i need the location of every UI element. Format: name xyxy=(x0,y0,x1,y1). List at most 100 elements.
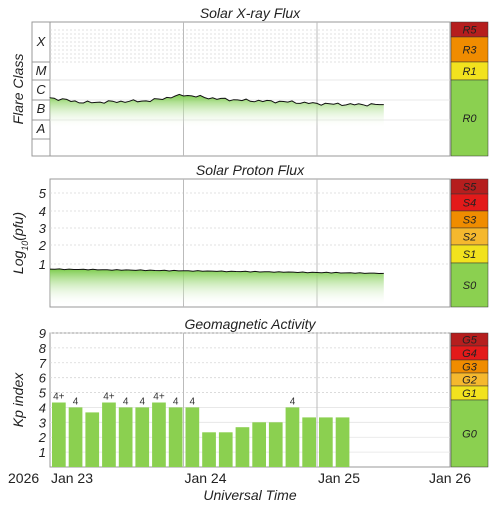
kp-bar xyxy=(68,407,83,467)
kp-bar-label: 4 xyxy=(123,396,129,407)
scale-label: R3 xyxy=(462,45,477,57)
kp-tick-label: 2 xyxy=(38,430,47,445)
kp-bar xyxy=(102,402,116,467)
kp-bar xyxy=(52,402,66,467)
kp-bar xyxy=(135,407,150,467)
x-tick-label: Jan 24 xyxy=(184,470,226,486)
kp-tick-label: 3 xyxy=(39,415,47,430)
xray-flux-line xyxy=(49,93,384,107)
kp-bar-label: 4 xyxy=(173,396,179,407)
kp-tick-label: 8 xyxy=(39,341,47,356)
kp-bar xyxy=(268,422,283,467)
xray-plot-frame xyxy=(49,21,451,157)
kp-bar xyxy=(85,412,100,467)
xray-flux-fill xyxy=(50,94,384,128)
scale-label: S0 xyxy=(463,280,477,292)
kp-bar xyxy=(235,427,250,467)
x-tick-label: Jan 23 xyxy=(51,470,93,486)
x-axis-year: 2026 xyxy=(8,470,39,486)
scale-level-s0 xyxy=(450,262,489,308)
proton-title: Solar Proton Flux xyxy=(196,162,305,178)
kp-ylabel: Kp index xyxy=(10,372,26,427)
proton-tick-label: 3 xyxy=(39,221,47,236)
kp-tick-label: 5 xyxy=(39,386,47,401)
kp-bars xyxy=(52,402,350,467)
scale-label: S3 xyxy=(463,215,477,227)
kp-bar xyxy=(319,417,333,467)
scale-label: S2 xyxy=(463,232,476,244)
flare-class-label: C xyxy=(36,82,46,97)
scale-label: G2 xyxy=(462,375,477,387)
flare-class-label: A xyxy=(36,121,46,136)
kp-tick-label: 1 xyxy=(39,445,46,460)
x-axis-label: Universal Time xyxy=(203,487,296,503)
x-tick-label: Jan 25 xyxy=(318,470,360,486)
kp-tick-label: 7 xyxy=(39,356,47,371)
proton-flux-area xyxy=(49,268,384,306)
proton-radiation-scale: S5 S4 S3 S2 S1 S0 xyxy=(450,178,489,308)
scale-label: S1 xyxy=(463,249,476,261)
kp-bar xyxy=(152,402,166,467)
x-axis-ticks: Jan 23 Jan 24 Jan 25 Jan 26 xyxy=(51,470,471,486)
kp-bar-label: 4 xyxy=(140,396,146,407)
kp-bar xyxy=(285,407,300,467)
kp-bar xyxy=(218,432,233,467)
scale-level-r0 xyxy=(450,79,489,157)
scale-label: S4 xyxy=(463,198,476,210)
kp-plot-frame xyxy=(49,332,451,468)
kp-bar-label: 4+ xyxy=(103,392,115,403)
scale-label: G3 xyxy=(462,362,478,374)
kp-bar xyxy=(335,417,350,467)
x-tick-label: Jan 26 xyxy=(429,470,471,486)
xray-radio-blackout-scale: R5 R3 R1 R0 xyxy=(450,21,489,157)
kp-tick-label: 9 xyxy=(39,326,46,341)
scale-label: R1 xyxy=(462,66,476,78)
kp-bar xyxy=(185,407,200,467)
proton-tick-labels: 5 4 3 2 1 xyxy=(38,186,47,272)
scale-label: R5 xyxy=(462,25,477,37)
kp-title: Geomagnetic Activity xyxy=(185,316,317,332)
proton-flux-line xyxy=(49,268,384,275)
proton-ylabel: Log10(pfu) xyxy=(10,212,30,274)
xray-title: Solar X-ray Flux xyxy=(200,5,301,21)
scale-label: R0 xyxy=(462,113,477,125)
flare-class-label: X xyxy=(36,34,47,49)
kp-bar xyxy=(302,417,316,467)
proton-tick-label: 1 xyxy=(39,257,46,272)
proton-panel: 5 4 3 2 1 S5 S4 S3 S2 S1 S0 xyxy=(38,178,489,308)
xray-gridlines xyxy=(50,22,450,156)
kp-bar-labels: 4+ 4 4+ 4 4 4+ 4 4 4 xyxy=(53,392,296,408)
scale-label: G5 xyxy=(462,335,478,347)
scale-level-g0 xyxy=(450,399,489,468)
xray-flux-area xyxy=(49,93,384,128)
kp-bar xyxy=(202,432,216,467)
proton-flux-fill xyxy=(50,268,384,306)
kp-tick-label: 6 xyxy=(39,371,47,386)
xray-ylabel: Flare Class xyxy=(10,54,26,125)
kp-gridlines xyxy=(50,332,450,467)
scale-label: G4 xyxy=(462,348,477,360)
kp-bar-label: 4+ xyxy=(153,392,165,403)
kp-bar xyxy=(168,407,183,467)
kp-bar xyxy=(118,407,133,467)
kp-bar-label: 4 xyxy=(290,396,296,407)
kp-bar-label: 4 xyxy=(190,396,196,407)
scale-label: S5 xyxy=(463,182,477,194)
kp-bar-label: 4+ xyxy=(53,392,65,403)
scale-level-r3 xyxy=(450,36,489,63)
kp-bar-label: 4 xyxy=(73,396,79,407)
proton-tick-label: 5 xyxy=(39,186,47,201)
scale-label: G0 xyxy=(462,429,478,441)
proton-tick-label: 2 xyxy=(38,238,47,253)
proton-tick-label: 4 xyxy=(39,204,46,219)
kp-tick-label: 4 xyxy=(39,400,46,415)
flare-class-label: B xyxy=(37,101,46,116)
flare-class-label: M xyxy=(36,63,47,78)
